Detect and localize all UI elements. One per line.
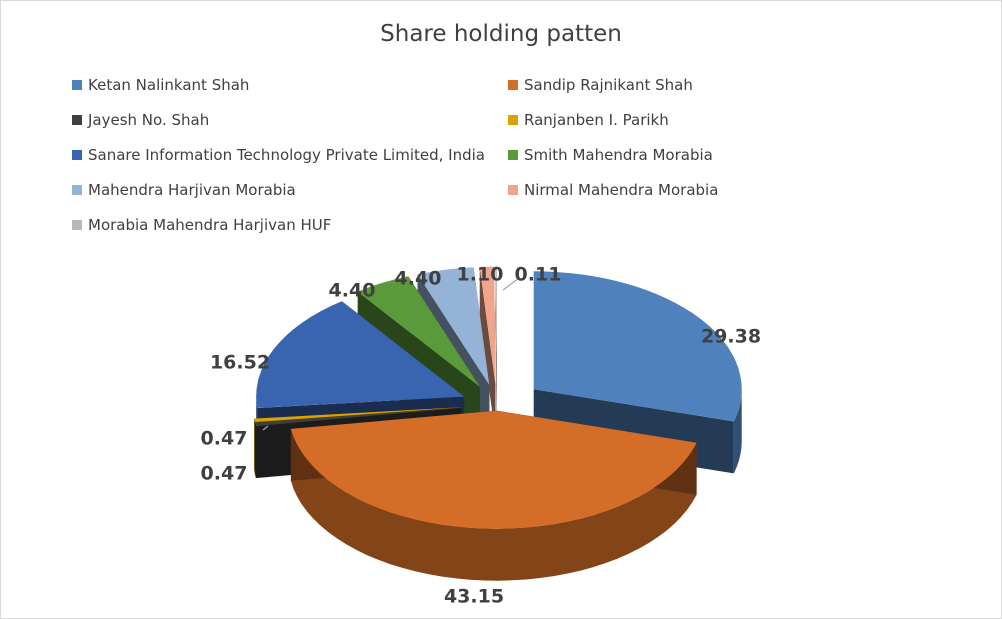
legend-item-6: Mahendra Harjivan Morabia <box>72 181 296 199</box>
pie-slice-6 <box>417 267 490 385</box>
legend-swatch <box>72 220 82 230</box>
chart-title: Share holding patten <box>380 21 622 47</box>
pie-slice-2 <box>255 407 462 427</box>
data-label-7: 1.10 <box>457 264 504 286</box>
data-label-2: 0.47 <box>201 463 248 485</box>
data-label-6: 4.40 <box>395 268 442 290</box>
legend-item-3: Ranjanben I. Parikh <box>508 111 669 129</box>
pie-slice-7 <box>479 266 496 385</box>
pie-slice-4 <box>256 301 465 408</box>
legend-item-8: Morabia Mahendra Harjivan HUF <box>72 216 331 234</box>
legend-label: Smith Mahendra Morabia <box>524 146 713 164</box>
pie-slice-cut-7-0 <box>479 266 496 437</box>
legend-item-7: Nirmal Mahendra Morabia <box>508 181 718 199</box>
pie-slice-cut-8-0 <box>495 266 497 437</box>
data-label-0: 29.38 <box>701 326 761 348</box>
pie-top-faces <box>254 266 742 529</box>
legend-swatch <box>72 115 82 125</box>
pie-slice-side-0 <box>733 389 742 474</box>
pie-slice-5 <box>357 276 480 387</box>
legend-item-2: Jayesh No. Shah <box>72 111 209 129</box>
legend-swatch <box>72 80 82 90</box>
legend-label: Ketan Nalinkant Shah <box>88 76 250 94</box>
legend-label: Nirmal Mahendra Morabia <box>524 181 719 199</box>
legend-item-1: Sandip Rajnikant Shah <box>508 76 693 94</box>
data-label-5: 4.40 <box>329 280 376 302</box>
legend-swatch <box>72 185 82 195</box>
data-label-4: 16.52 <box>210 352 270 374</box>
legend-swatch <box>72 150 82 160</box>
leader-line-8 <box>502 277 520 291</box>
data-label-1: 43.15 <box>444 586 504 608</box>
legend-item-0: Ketan Nalinkant Shah <box>72 76 249 94</box>
legend-label: Sanare Information Technology Private Li… <box>88 146 485 164</box>
legend-swatch <box>508 80 518 90</box>
legend-item-5: Smith Mahendra Morabia <box>508 146 713 164</box>
data-label-3: 0.47 <box>201 428 248 450</box>
pie-slice-3 <box>254 407 462 422</box>
legend-swatch <box>508 185 518 195</box>
legend-swatch <box>508 150 518 160</box>
pie-slice-side-1 <box>290 428 697 581</box>
legend-item-4: Sanare Information Technology Private Li… <box>72 146 485 164</box>
leader-line-3 <box>262 425 269 431</box>
legend-swatch <box>508 115 518 125</box>
legend-label: Morabia Mahendra Harjivan HUF <box>88 216 332 234</box>
data-label-8: 0.11 <box>515 264 562 286</box>
legend-label: Mahendra Harjivan Morabia <box>88 181 296 199</box>
legend-label: Ranjanben I. Parikh <box>524 111 669 129</box>
pie-slice-8 <box>495 266 497 385</box>
legend-label: Jayesh No. Shah <box>88 111 210 129</box>
pie-slice-0 <box>533 271 742 422</box>
legend-label: Sandip Rajnikant Shah <box>524 76 693 94</box>
pie-slice-1 <box>290 410 697 529</box>
